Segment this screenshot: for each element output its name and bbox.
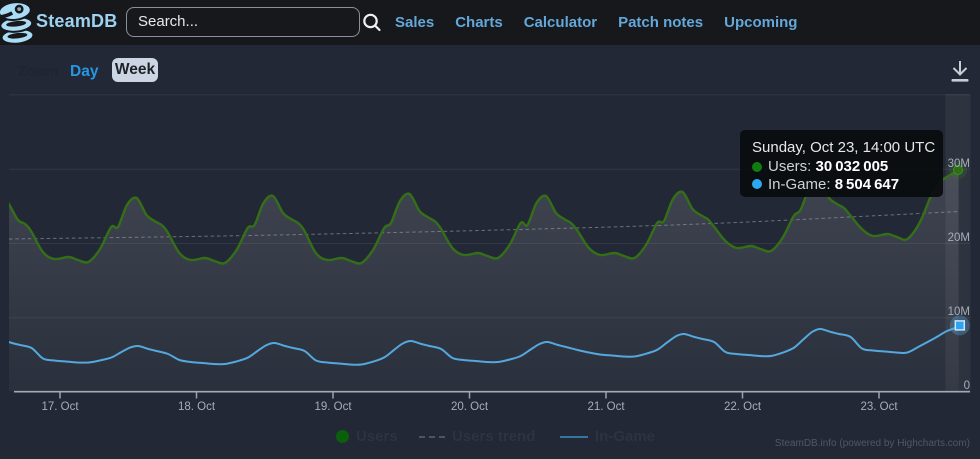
svg-text:23. Oct: 23. Oct [860, 401, 898, 413]
svg-text:0: 0 [964, 380, 970, 392]
svg-text:20M: 20M [948, 232, 970, 244]
svg-text:20. Oct: 20. Oct [451, 401, 489, 413]
svg-text:17. Oct: 17. Oct [41, 401, 79, 413]
svg-text:18. Oct: 18. Oct [178, 401, 216, 413]
svg-text:21. Oct: 21. Oct [587, 401, 625, 413]
svg-text:22. Oct: 22. Oct [724, 401, 762, 413]
svg-text:30M: 30M [948, 158, 970, 170]
svg-text:19. Oct: 19. Oct [314, 401, 352, 413]
svg-text:10M: 10M [948, 306, 970, 318]
